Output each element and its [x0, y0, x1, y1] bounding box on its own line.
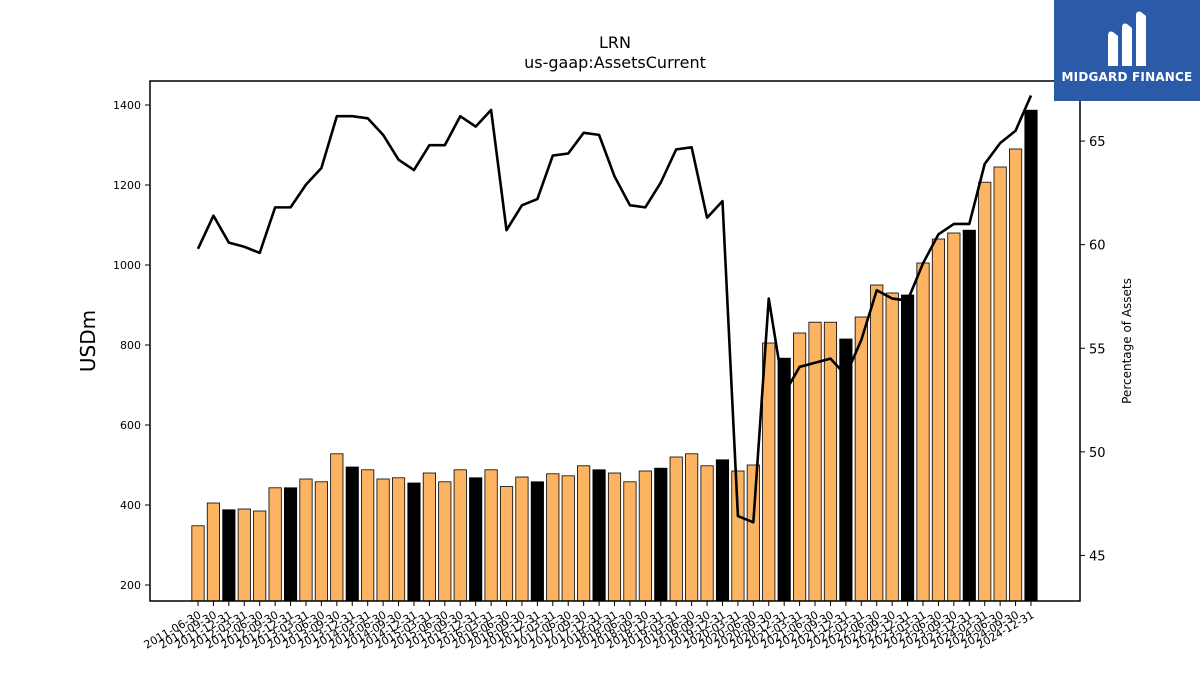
bar-2023-06-30 — [931, 238, 946, 602]
y2-axis-label: Percentage of Assets — [1120, 278, 1134, 404]
bar-2019-03-31 — [669, 456, 683, 602]
bar-2023-12-31 — [962, 229, 976, 602]
bar-2015-09-30 — [453, 469, 467, 602]
y2-axis: 45 50 55 60 65 — [1080, 135, 1106, 564]
y-tick-label: 400 — [120, 499, 141, 512]
bar-2018-09-30 — [638, 470, 652, 602]
bar-2023-09-30 — [947, 232, 961, 602]
bar-2016-09-30 — [515, 476, 529, 602]
bar-2014-12-31 — [407, 482, 421, 602]
bar-2015-06-30 — [438, 481, 452, 602]
y2-tick-label: 65 — [1089, 135, 1106, 150]
y-tick-label: 600 — [120, 419, 141, 432]
y2-tick-label: 55 — [1089, 342, 1106, 357]
y-tick-label: 800 — [120, 339, 141, 352]
bar-2011-06-30 — [191, 525, 205, 602]
percentage-line — [196, 94, 1033, 524]
bar-series — [191, 109, 1038, 602]
bar-2012-06-30 — [253, 510, 267, 602]
bar-2012-09-30 — [268, 487, 282, 602]
bar-2012-03-31 — [237, 508, 251, 602]
bar-2019-12-31 — [715, 459, 730, 602]
y-tick-label: 1400 — [113, 99, 141, 112]
bar-2012-12-31 — [283, 487, 298, 602]
y2-tick-label: 60 — [1089, 239, 1106, 254]
bar-2016-03-31 — [484, 469, 498, 602]
bar-2024-09-30 — [1009, 148, 1023, 602]
plot-frame — [149, 80, 1081, 602]
bar-2018-03-31 — [607, 472, 622, 602]
bar-2022-12-31 — [901, 294, 915, 602]
x-axis: 2011-06-302011-09-302011-12-312012-03-31… — [142, 601, 1037, 652]
bar-2019-06-30 — [685, 453, 699, 602]
bar-2022-03-31 — [854, 316, 868, 602]
bar-2016-06-30 — [499, 486, 514, 602]
bar-2024-06-30 — [993, 166, 1007, 602]
y2-tick-label: 50 — [1089, 446, 1106, 461]
bar-2022-06-30 — [870, 284, 884, 602]
bar-2017-12-31 — [592, 469, 606, 602]
bar-2014-03-31 — [361, 469, 375, 602]
bar-2022-09-30 — [885, 292, 899, 602]
bar-2016-12-31 — [530, 481, 544, 602]
bar-2023-03-31 — [916, 262, 930, 602]
y-axis: 200 400 600 800 1000 1200 1400 — [113, 99, 150, 592]
chart-title: LRN — [599, 33, 631, 52]
bar-2019-09-30 — [700, 465, 714, 602]
y-tick-label: 1000 — [113, 259, 141, 272]
bar-2013-09-30 — [330, 453, 344, 602]
bar-2020-06-30 — [746, 464, 760, 602]
brand-logo: MIDGARD FINANCE — [1054, 0, 1200, 101]
bar-2020-09-30 — [762, 342, 776, 602]
line-series — [196, 94, 1033, 524]
bar-2015-03-31 — [422, 472, 436, 602]
bar-2011-12-31 — [222, 509, 236, 602]
bar-2013-03-31 — [299, 478, 313, 602]
brand-name: MIDGARD FINANCE — [1061, 70, 1193, 84]
chart-subtitle: us-gaap:AssetsCurrent — [524, 53, 706, 72]
bar-2017-09-30 — [577, 465, 591, 602]
bar-2017-06-30 — [561, 475, 575, 602]
bar-2018-12-31 — [654, 467, 668, 602]
y-tick-label: 1200 — [113, 179, 141, 192]
y-tick-label: 200 — [120, 579, 141, 592]
bar-2015-12-31 — [469, 477, 483, 602]
bar-2021-12-31 — [839, 338, 853, 602]
bar-2017-03-31 — [546, 473, 560, 602]
bar-2013-06-30 — [314, 481, 328, 602]
bar-2024-12-31 — [1024, 109, 1038, 602]
bar-2014-06-30 — [376, 478, 390, 602]
midgard-logo-icon — [1108, 11, 1146, 66]
y2-tick-label: 45 — [1089, 549, 1106, 564]
bar-2018-06-30 — [623, 481, 637, 602]
bar-2011-09-30 — [206, 502, 220, 602]
bar-2014-09-30 — [391, 477, 406, 602]
bar-2024-03-31 — [978, 181, 992, 602]
bar-2013-12-31 — [345, 466, 359, 602]
y-axis-label: USDm — [76, 310, 100, 372]
